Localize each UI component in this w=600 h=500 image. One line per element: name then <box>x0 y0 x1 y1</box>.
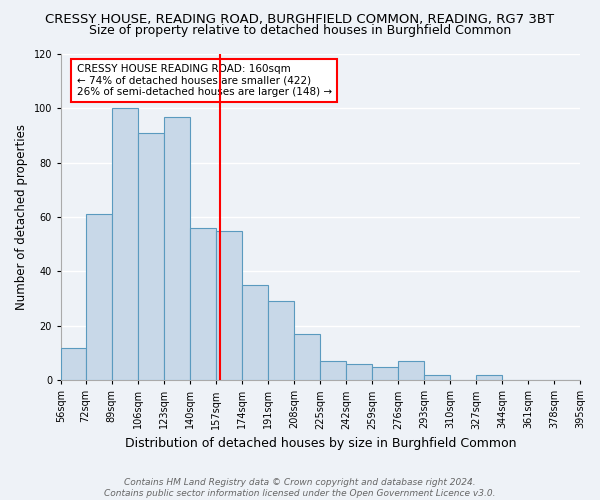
Bar <box>346 364 372 380</box>
Y-axis label: Number of detached properties: Number of detached properties <box>15 124 28 310</box>
Bar <box>320 361 346 380</box>
Bar <box>190 228 215 380</box>
Bar <box>372 366 398 380</box>
Bar <box>476 374 502 380</box>
Bar <box>268 302 294 380</box>
Bar <box>215 230 242 380</box>
Bar <box>242 285 268 380</box>
Text: Size of property relative to detached houses in Burghfield Common: Size of property relative to detached ho… <box>89 24 511 37</box>
Bar <box>61 348 86 380</box>
X-axis label: Distribution of detached houses by size in Burghfield Common: Distribution of detached houses by size … <box>125 437 516 450</box>
Bar <box>164 116 190 380</box>
Text: Contains HM Land Registry data © Crown copyright and database right 2024.
Contai: Contains HM Land Registry data © Crown c… <box>104 478 496 498</box>
Text: CRESSY HOUSE, READING ROAD, BURGHFIELD COMMON, READING, RG7 3BT: CRESSY HOUSE, READING ROAD, BURGHFIELD C… <box>46 12 554 26</box>
Bar <box>112 108 137 380</box>
Bar <box>398 361 424 380</box>
Text: CRESSY HOUSE READING ROAD: 160sqm
← 74% of detached houses are smaller (422)
26%: CRESSY HOUSE READING ROAD: 160sqm ← 74% … <box>77 64 332 97</box>
Bar <box>424 374 450 380</box>
Bar <box>86 214 112 380</box>
Bar <box>137 133 164 380</box>
Bar <box>294 334 320 380</box>
